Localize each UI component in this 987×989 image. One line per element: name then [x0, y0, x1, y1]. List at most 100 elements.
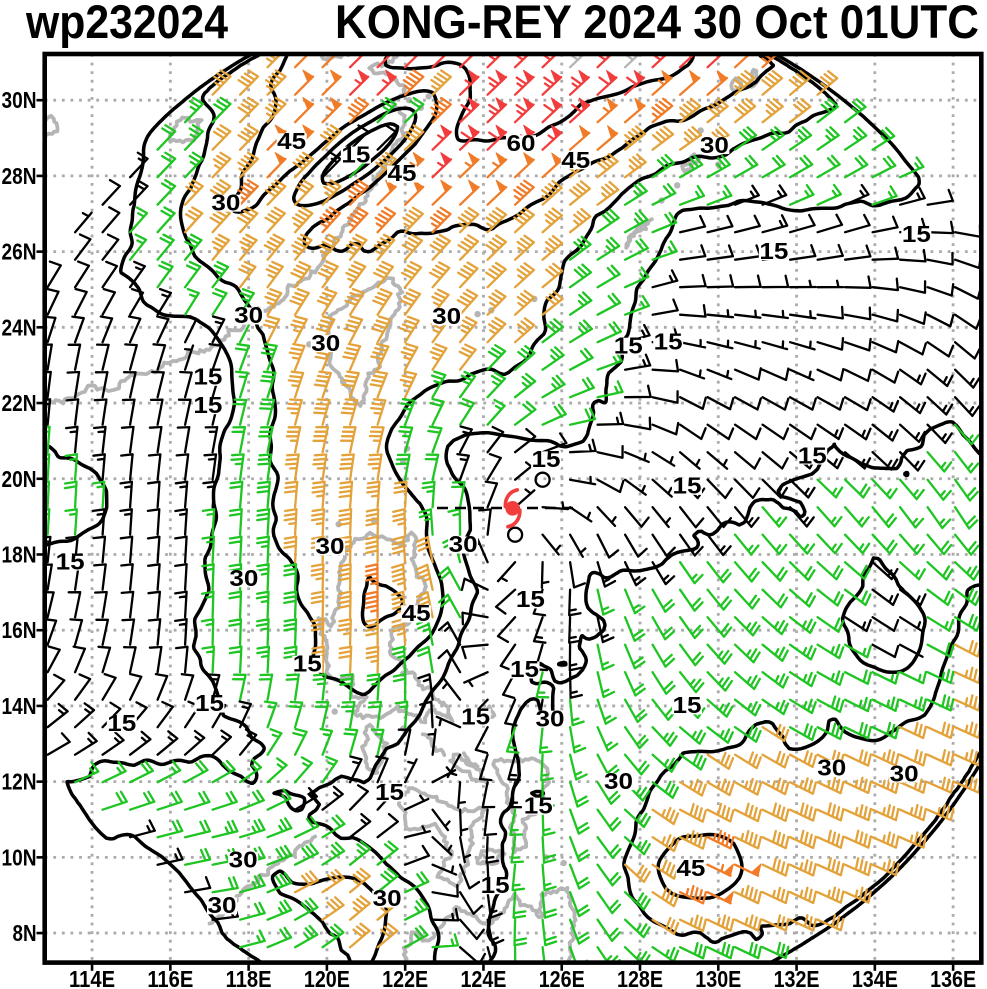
lat-label-24N: 24N	[2, 314, 37, 340]
contour-label-45: 45	[402, 600, 431, 626]
contour-label-15: 15	[532, 446, 561, 472]
contour-label-45: 45	[388, 160, 417, 186]
contour-label-bg	[523, 797, 554, 815]
coastline-okinawa	[624, 217, 654, 250]
axes-layer: 8N 10N 12N 14N 16N 18N 20N 22N 24N 26N 28N 30N 114E 1…	[2, 51, 984, 989]
contour-label-bg	[192, 397, 223, 415]
contour-label-15: 15	[672, 473, 701, 499]
contour-label-15: 15	[516, 586, 545, 612]
contour-label-30: 30	[700, 132, 729, 158]
contour-label-15: 15	[56, 548, 85, 574]
contour-label-bg	[372, 890, 403, 908]
lat-label-16N: 16N	[2, 617, 37, 643]
lat-label-28N: 28N	[2, 163, 37, 189]
storm-center-marker	[505, 501, 520, 516]
contour-label-bg	[509, 661, 540, 679]
storm-id-title: wp232024	[25, 0, 228, 48]
contour-label-bg	[55, 553, 86, 571]
contour-label-45: 45	[676, 855, 705, 881]
contour-label-bg	[233, 307, 264, 325]
storm-marker-hook-top	[503, 488, 520, 509]
lat-label-20N: 20N	[2, 466, 37, 492]
contour-label-bg	[210, 194, 241, 212]
contour-label-45: 45	[561, 147, 590, 173]
contour-label-15: 15	[672, 692, 701, 718]
contour-label-bg	[560, 152, 591, 170]
lon-label-116E: 116E	[147, 966, 193, 989]
island-dot	[560, 859, 567, 867]
contour-label-bg	[431, 308, 462, 326]
contour-label-15: 15	[510, 656, 539, 682]
contour-label-30: 30	[311, 330, 340, 356]
contour-label-bg	[194, 695, 225, 713]
coastline-ticao	[462, 751, 480, 769]
lat-label-22N: 22N	[2, 390, 37, 416]
lat-label-10N: 10N	[2, 844, 37, 870]
contour-label-30: 30	[234, 302, 263, 328]
contour-label-bg	[534, 710, 565, 728]
contour-label-15: 15	[614, 332, 643, 358]
coastline-burias	[420, 732, 447, 757]
island-dot	[474, 310, 481, 318]
contour-label-30: 30	[373, 885, 402, 911]
contour-label-30: 30	[316, 533, 345, 559]
contour-label-30: 30	[890, 760, 919, 786]
lat-label-26N: 26N	[2, 239, 37, 265]
contour-label-30: 30	[208, 892, 237, 918]
storm-marker-layer	[437, 488, 573, 529]
contour-label-bg	[816, 759, 847, 777]
lon-label-122E: 122E	[382, 966, 428, 989]
contour-label-30: 30	[432, 303, 461, 329]
contour-label-45: 45	[277, 128, 306, 154]
contour-label-15: 15	[193, 364, 222, 390]
lon-label-124E: 124E	[460, 966, 506, 989]
contour-label-30: 30	[229, 565, 258, 591]
lon-label-114E: 114E	[69, 966, 115, 989]
lon-label-120E: 120E	[304, 966, 350, 989]
plot-frame	[42, 51, 984, 965]
contour-label-15: 15	[293, 650, 322, 676]
lat-label-14N: 14N	[2, 693, 37, 719]
lon-label-126E: 126E	[539, 966, 585, 989]
lon-label-128E: 128E	[617, 966, 663, 989]
contour-label-bg	[315, 538, 346, 556]
contour-label-bg	[292, 655, 323, 673]
contour-label-30: 30	[449, 531, 478, 557]
contour-label-bg	[515, 591, 546, 609]
contour-label-bg	[480, 877, 511, 895]
coastline-mindanao-north	[399, 885, 578, 963]
storm-marker-hook-bottom	[506, 508, 522, 529]
lon-label-130E: 130E	[695, 966, 741, 989]
contour-label-bg	[207, 897, 238, 915]
island-dot	[673, 182, 681, 189]
contour-label-bg	[460, 708, 491, 726]
contour-label-bg	[901, 226, 932, 244]
contour-label-bg	[310, 335, 341, 353]
contour-label-30: 30	[211, 189, 240, 215]
contour-label-15: 15	[902, 221, 931, 247]
lat-label-8N: 8N	[13, 920, 37, 946]
lat-label-18N: 18N	[2, 541, 37, 567]
island-dot	[425, 93, 432, 100]
lon-label-136E: 136E	[930, 966, 976, 989]
contour-label-15: 15	[524, 792, 553, 818]
lat-label-12N: 12N	[2, 769, 37, 795]
wind-barbs-1fc522	[44, 96, 982, 963]
contour-label-15: 15	[481, 872, 510, 898]
contour-label-bg	[699, 137, 730, 155]
contour-label-bg	[340, 146, 371, 164]
contour-label-bg	[653, 333, 684, 351]
contour-label-bg	[228, 851, 259, 869]
coastline-dongting-lake	[44, 113, 60, 140]
contour-label-bg	[671, 697, 702, 715]
contour-label-15: 15	[461, 703, 490, 729]
contour-label-bg	[192, 368, 223, 386]
contour-label-bg	[448, 536, 479, 554]
contour-label-bg	[401, 605, 432, 623]
contour-label-bg	[613, 337, 644, 355]
contour-label-30: 30	[535, 705, 564, 731]
wind-barbs-f23d3d	[348, 54, 724, 179]
chart-title: KONG-REY 2024 30 Oct 01UTC	[335, 0, 979, 48]
